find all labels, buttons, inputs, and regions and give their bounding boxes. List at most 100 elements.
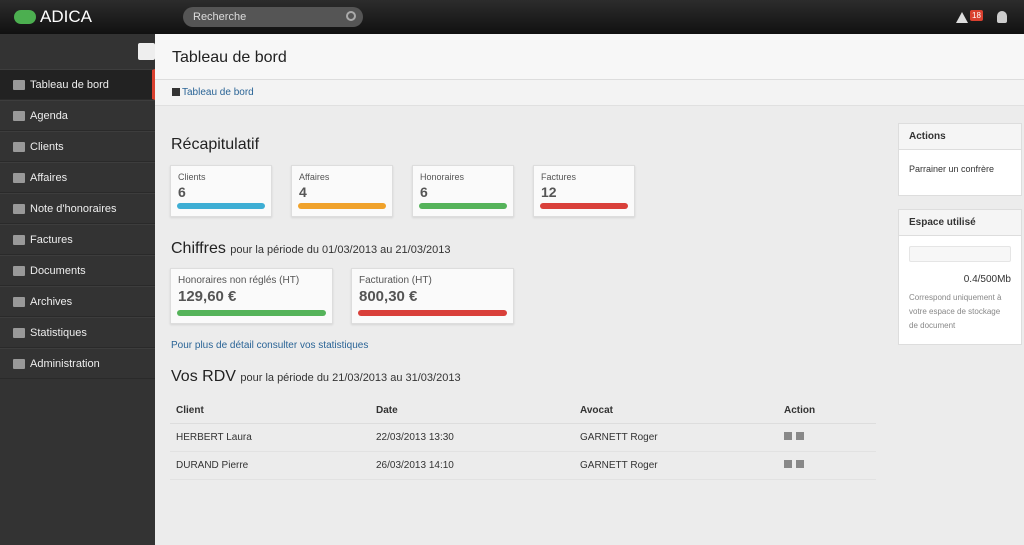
period: pour la période du 01/03/2013 au 21/03/2… <box>230 244 451 256</box>
section-title: Récapitulatif <box>171 136 260 153</box>
action-item[interactable]: Parrainer un confrère <box>909 164 995 174</box>
nav-label[interactable]: Documents <box>30 265 86 277</box>
header-row: Client Date Avocat Action <box>170 398 876 424</box>
summary-card[interactable]: Honoraires 6 <box>412 165 514 217</box>
search-box[interactable]: Recherche <box>183 7 363 27</box>
table-row: HERBERT Laura 22/03/2013 13:30 GARNETT Rog… <box>170 423 876 452</box>
nav-item[interactable]: Archives <box>0 286 155 317</box>
card-label: Honoraires non réglés (HT) <box>178 275 300 286</box>
card-bar <box>298 203 386 209</box>
table-cell: GARNETT Roger <box>574 451 778 480</box>
nav-label[interactable]: Archives <box>30 296 73 308</box>
summary-card[interactable]: Clients 6 <box>170 165 272 217</box>
logo[interactable] <box>14 10 36 24</box>
nav-icon <box>13 359 25 369</box>
breadcrumb[interactable]: Tableau de bord <box>182 87 254 98</box>
title-bar <box>155 34 1024 80</box>
delete-button[interactable] <box>796 460 804 468</box>
edit-button[interactable] <box>784 460 792 468</box>
card-value: 6 <box>178 184 186 200</box>
actions-panel: Actions Parrainer un confrère <box>898 123 1022 196</box>
section-title-text: Vos RDV <box>171 368 236 385</box>
nav-item[interactable]: Affaires <box>0 162 155 193</box>
nav-icon <box>13 204 25 214</box>
collapse-button[interactable] <box>138 43 155 60</box>
nav-item[interactable]: Documents <box>0 255 155 286</box>
card-bar <box>419 203 507 209</box>
nav-label[interactable]: Administration <box>30 358 100 370</box>
card-bar <box>177 203 265 209</box>
card-label: Honoraires <box>420 172 465 182</box>
nav-icon <box>13 328 25 338</box>
card-bar <box>358 310 507 316</box>
table-cell: 22/03/2013 13:30 <box>370 423 574 452</box>
breadcrumb-bar <box>155 80 1024 106</box>
figure-card[interactable]: Honoraires non réglés (HT) 129,60 € <box>170 268 333 324</box>
card-label: Affaires <box>299 172 330 182</box>
nav-icon <box>13 266 25 276</box>
delete-button[interactable] <box>796 432 804 440</box>
brand[interactable]: ADICA <box>40 7 92 26</box>
column-header: Action <box>778 398 876 424</box>
nav-icon <box>13 173 25 183</box>
table-cell: 26/03/2013 14:10 <box>370 451 574 480</box>
nav-icon <box>13 80 25 90</box>
nav-item[interactable]: Tableau de bord <box>0 69 155 100</box>
search-icon[interactable] <box>346 11 356 21</box>
nav-label[interactable]: Clients <box>30 141 64 153</box>
user-menu[interactable] <box>997 11 1007 23</box>
nav-label[interactable]: Tableau de bord <box>30 79 109 91</box>
nav-label[interactable]: Note d'honoraires <box>30 203 117 215</box>
rdv-table: Client Date Avocat Action HERBERT Laura 2… <box>170 398 876 480</box>
home-icon[interactable] <box>172 88 180 96</box>
column-header: Avocat <box>574 398 778 424</box>
period: pour la période du 21/03/2013 au 31/03/2… <box>240 372 461 384</box>
alert-count[interactable]: 18 <box>970 10 983 21</box>
stats-link[interactable]: Pour plus de détail consulter vos statis… <box>171 340 369 351</box>
nav-label[interactable]: Factures <box>30 234 73 246</box>
card-bar <box>540 203 628 209</box>
action-cell <box>778 423 876 452</box>
card-label: Facturation (HT) <box>359 275 432 286</box>
panel-title: Espace utilisé <box>899 210 1021 236</box>
card-label: Factures <box>541 172 577 182</box>
nav-item[interactable]: Clients <box>0 131 155 162</box>
nav-label[interactable]: Affaires <box>30 172 68 184</box>
panel-title: Actions <box>899 124 1021 150</box>
column-header: Date <box>370 398 574 424</box>
table-cell: DURAND Pierre <box>170 451 370 480</box>
nav-item[interactable]: Agenda <box>0 100 155 131</box>
top-bar <box>0 0 1024 34</box>
card-bar <box>177 310 326 316</box>
page-title: Tableau de bord <box>172 49 287 66</box>
table-row: DURAND Pierre 26/03/2013 14:10 GARNETT Rog… <box>170 451 876 480</box>
panel-body: 0.4/500Mb Correspond uniquement à votre … <box>899 236 1021 343</box>
nav-icon <box>13 142 25 152</box>
column-header: Client <box>170 398 370 424</box>
storage-panel: Espace utilisé 0.4/500Mb Correspond uniq… <box>898 209 1022 345</box>
section-title: Chiffres pour la période du 01/03/2013 a… <box>171 240 451 258</box>
nav-item[interactable]: Factures <box>0 224 155 255</box>
figure-card[interactable]: Facturation (HT) 800,30 € <box>351 268 514 324</box>
card-value: 800,30 € <box>359 288 418 305</box>
summary-card[interactable]: Affaires 4 <box>291 165 393 217</box>
card-label: Clients <box>178 172 206 182</box>
nav-icon <box>13 111 25 121</box>
nav-label[interactable]: Agenda <box>30 110 68 122</box>
sidebar <box>0 34 155 545</box>
nav-item[interactable]: Administration <box>0 348 155 379</box>
alert-icon[interactable] <box>956 12 968 23</box>
edit-button[interactable] <box>784 432 792 440</box>
summary-card[interactable]: Factures 12 <box>533 165 635 217</box>
nav-icon <box>13 297 25 307</box>
nav-item[interactable]: Statistiques <box>0 317 155 348</box>
nav-icon <box>13 235 25 245</box>
storage-note: Correspond uniquement à votre espace de … <box>909 293 1002 330</box>
nav-item[interactable]: Note d'honoraires <box>0 193 155 224</box>
table-cell: GARNETT Roger <box>574 423 778 452</box>
storage-usage: 0.4/500Mb <box>963 274 1011 285</box>
table-cell: HERBERT Laura <box>170 423 370 452</box>
nav-label[interactable]: Statistiques <box>30 327 87 339</box>
